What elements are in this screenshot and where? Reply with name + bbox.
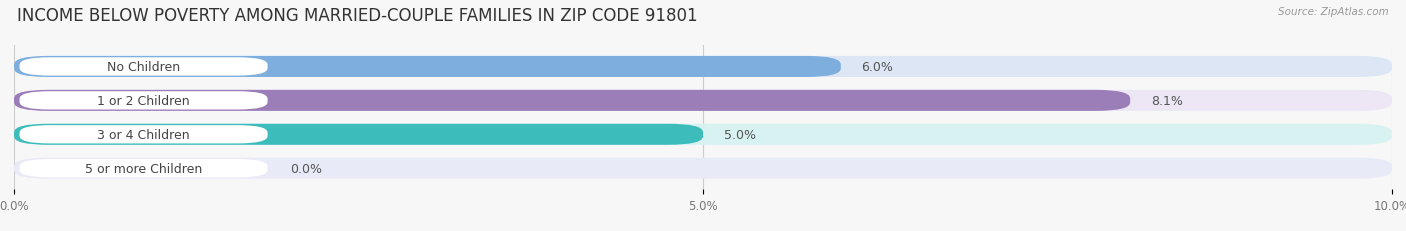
Text: 3 or 4 Children: 3 or 4 Children [97, 128, 190, 141]
FancyBboxPatch shape [14, 91, 1130, 111]
Text: 0.0%: 0.0% [290, 162, 322, 175]
FancyBboxPatch shape [14, 57, 1392, 78]
FancyBboxPatch shape [20, 92, 267, 110]
FancyBboxPatch shape [20, 159, 267, 178]
FancyBboxPatch shape [20, 58, 267, 76]
Text: 5.0%: 5.0% [724, 128, 755, 141]
Text: 8.1%: 8.1% [1152, 94, 1182, 107]
FancyBboxPatch shape [14, 158, 1392, 179]
Text: 1 or 2 Children: 1 or 2 Children [97, 94, 190, 107]
FancyBboxPatch shape [14, 124, 1392, 145]
FancyBboxPatch shape [20, 126, 267, 144]
Text: No Children: No Children [107, 61, 180, 74]
FancyBboxPatch shape [14, 124, 703, 145]
FancyBboxPatch shape [14, 57, 841, 78]
Text: 5 or more Children: 5 or more Children [84, 162, 202, 175]
Text: INCOME BELOW POVERTY AMONG MARRIED-COUPLE FAMILIES IN ZIP CODE 91801: INCOME BELOW POVERTY AMONG MARRIED-COUPL… [17, 7, 697, 25]
FancyBboxPatch shape [14, 91, 1392, 111]
Text: Source: ZipAtlas.com: Source: ZipAtlas.com [1278, 7, 1389, 17]
Text: 6.0%: 6.0% [862, 61, 893, 74]
